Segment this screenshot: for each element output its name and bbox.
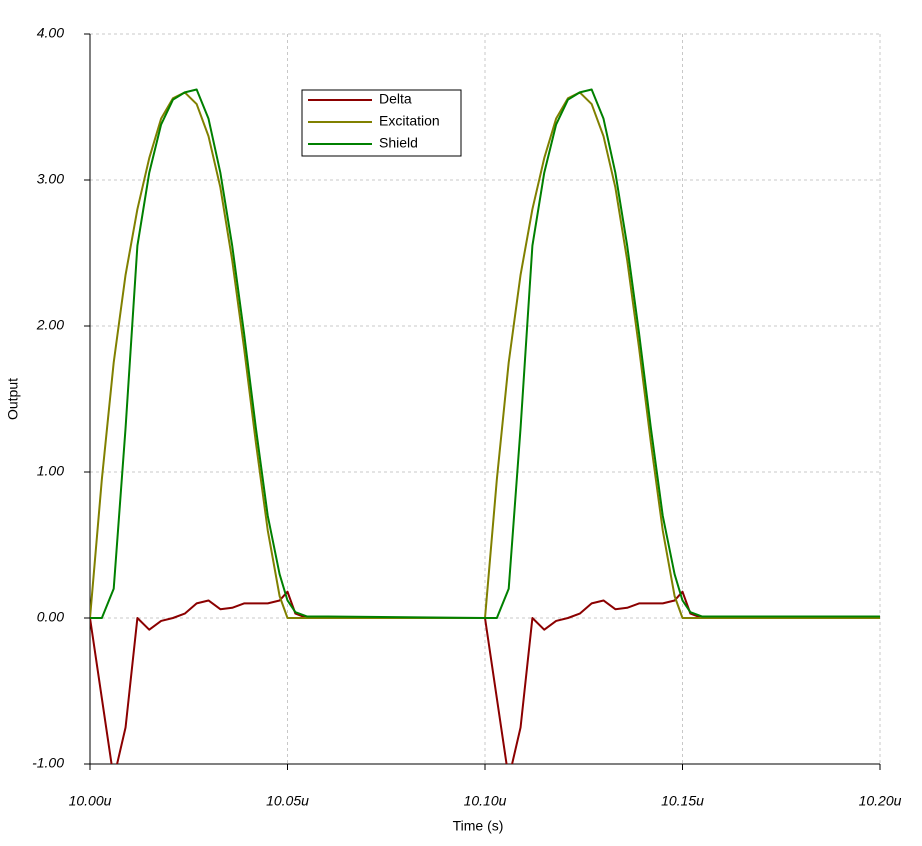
x-axis-label: Time (s) [453, 818, 504, 834]
y-tick-label: 1.00 [37, 463, 64, 479]
plot-area [90, 88, 880, 764]
y-axis-label: Output [5, 378, 21, 420]
x-tick-label: 10.05u [266, 793, 309, 809]
y-tick-label: -1.00 [32, 755, 64, 771]
legend-label: Delta [379, 91, 412, 107]
y-tick-label: 0.00 [37, 609, 64, 625]
x-tick-label: 10.00u [69, 793, 112, 809]
y-tick-label: 4.00 [37, 25, 64, 41]
x-tick-label: 10.15u [661, 793, 704, 809]
y-tick-label: 3.00 [37, 171, 64, 187]
y-tick-label: 2.00 [36, 317, 64, 333]
x-tick-label: 10.10u [464, 793, 507, 809]
x-tick-label: 10.20u [859, 793, 902, 809]
legend-label: Shield [379, 135, 418, 151]
legend-label: Excitation [379, 113, 440, 129]
series-line [90, 88, 880, 619]
